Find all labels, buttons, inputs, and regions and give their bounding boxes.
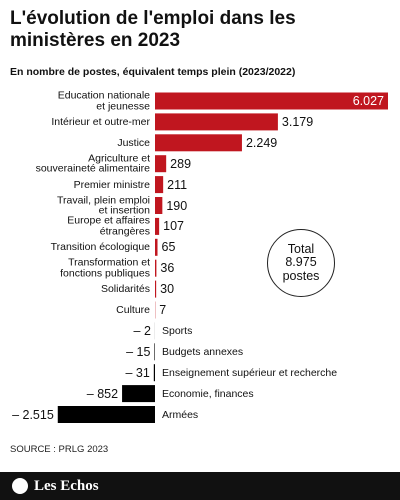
category-label: Enseignement supérieur et recherche — [162, 366, 338, 379]
bar — [122, 385, 155, 403]
category-label: Budgets annexes — [162, 345, 244, 358]
value-label: 6.027 — [352, 93, 384, 108]
value-label: – 852 — [86, 386, 119, 401]
value-label: 289 — [170, 156, 192, 171]
chart-subtitle: En nombre de postes, équivalent temps pl… — [10, 66, 296, 78]
category-label: Culture — [116, 303, 150, 316]
bar — [155, 238, 158, 256]
bar — [155, 155, 167, 173]
value-label: 2.249 — [245, 135, 278, 150]
category-label: Agriculture et souveraineté alimentaire — [35, 152, 150, 175]
value-label: 65 — [161, 240, 176, 255]
category-label: Travail, plein emploi et insertion — [57, 194, 150, 217]
category-label: Sports — [162, 324, 193, 337]
category-label: Intérieur et outre-mer — [51, 115, 150, 128]
value-label: 36 — [160, 260, 175, 275]
footer: Les Echos — [0, 472, 400, 500]
value-label: 190 — [166, 198, 188, 213]
bar — [155, 134, 242, 152]
value-label: 107 — [163, 219, 184, 234]
category-label: Economie, finances — [162, 387, 254, 400]
category-label: Justice — [117, 136, 150, 149]
chart-title: L'évolution de l'emploi dans les ministè… — [10, 8, 296, 51]
value-label: – 2.515 — [12, 407, 54, 422]
bar — [153, 364, 155, 382]
value-label: – 31 — [125, 365, 150, 380]
bar — [155, 217, 160, 235]
category-label: Education nationale et jeunesse — [57, 89, 150, 112]
total-annotation: Total 8.975 postes — [267, 229, 335, 297]
category-label: Transition écologique — [50, 241, 150, 254]
brand: Les Echos — [34, 478, 99, 494]
value-label: 211 — [167, 177, 188, 192]
bar — [155, 197, 163, 214]
value-label: 30 — [160, 281, 175, 296]
value-label: 7 — [159, 302, 167, 317]
bar — [155, 280, 157, 298]
bar — [155, 92, 388, 110]
value-label: – 2 — [133, 323, 151, 338]
category-label: Europe et affaires étrangères — [67, 214, 150, 238]
bar — [155, 113, 278, 131]
bar — [57, 406, 155, 423]
category-label: Premier ministre — [73, 178, 150, 191]
value-label: 3.179 — [281, 114, 314, 129]
category-label: Transformation et fonctions publiques — [60, 256, 150, 280]
source: SOURCE : PRLG 2023 — [10, 444, 109, 455]
bar — [155, 176, 164, 194]
logo-icon — [12, 478, 28, 494]
value-label: – 15 — [126, 344, 151, 359]
bar — [155, 259, 157, 277]
bar — [154, 343, 155, 361]
category-label: Solidarités — [100, 282, 150, 295]
category-label: Armées — [162, 408, 199, 421]
